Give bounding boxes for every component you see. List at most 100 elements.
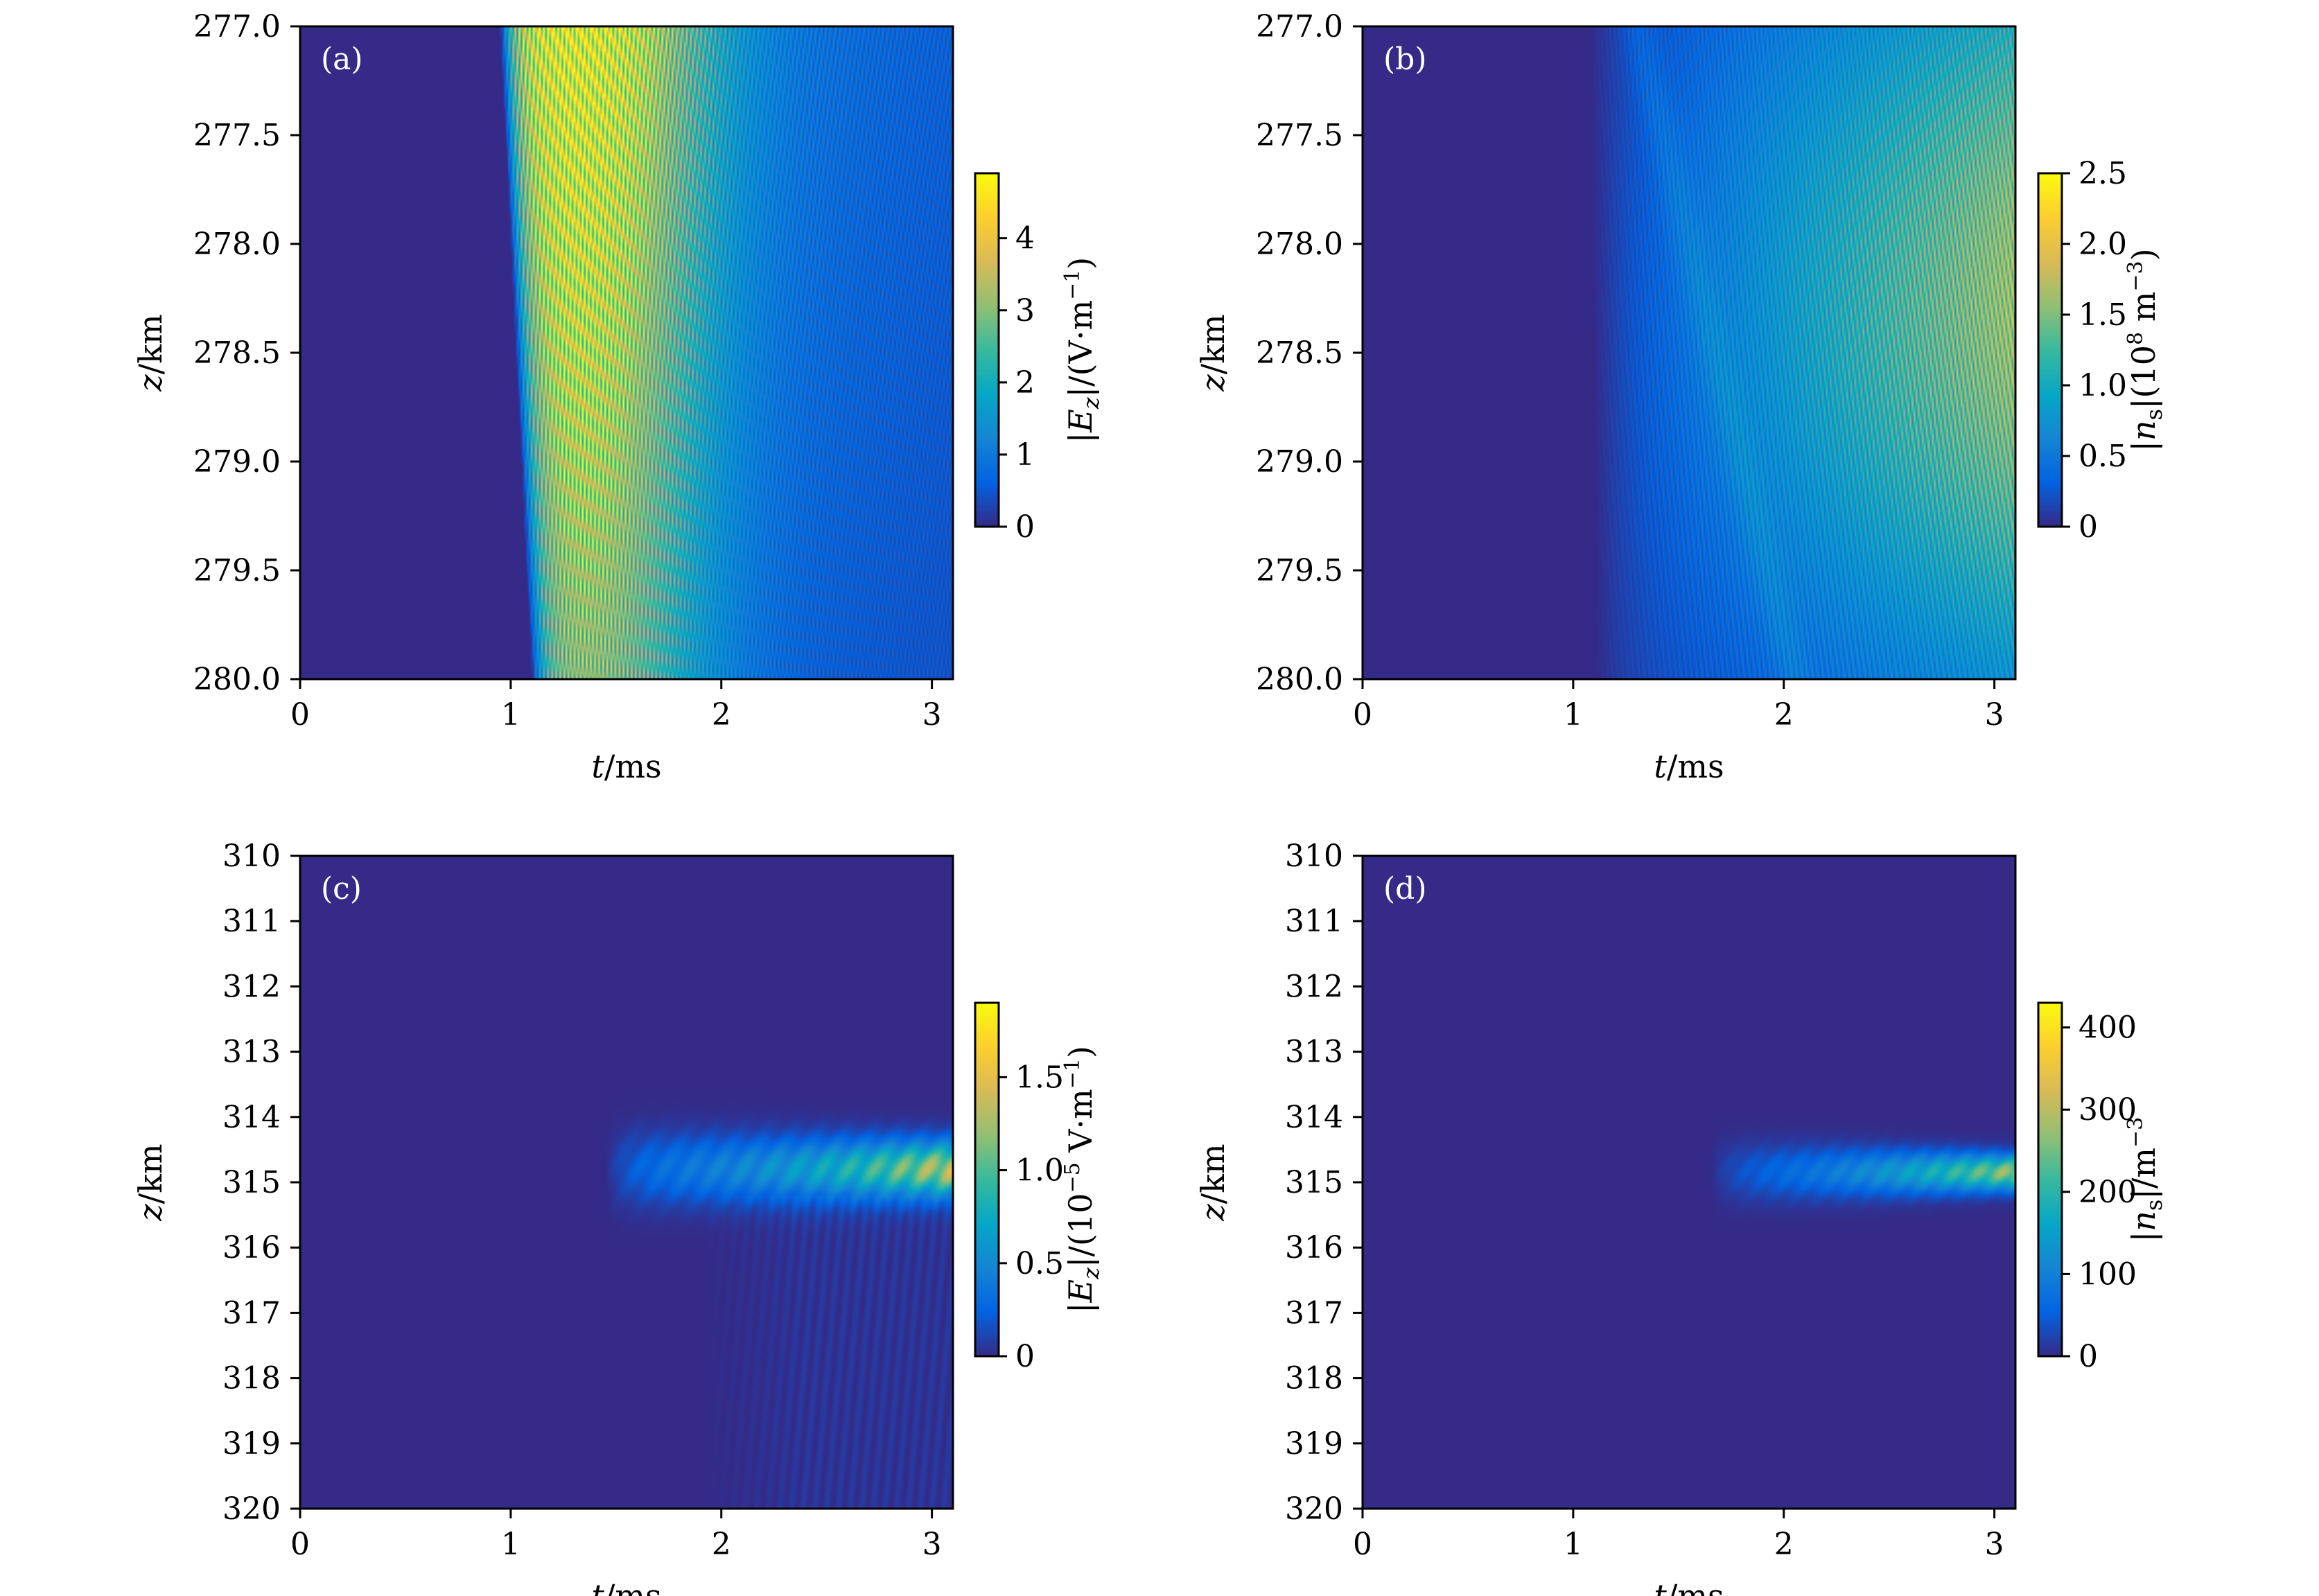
x-tick-label: 1 (501, 1527, 520, 1562)
x-axis-label: t/ms (1654, 1577, 1724, 1596)
x-axis-label: t/ms (1654, 748, 1724, 785)
y-tick-label: 312 (1285, 969, 1343, 1004)
y-tick-label: 310 (222, 839, 281, 874)
heatmap-image (300, 26, 953, 679)
colorbar-tick-label: 1.5 (1015, 1060, 1064, 1095)
y-tick-label: 279.5 (1256, 553, 1343, 588)
x-tick-label: 2 (712, 697, 731, 733)
y-tick-label: 277.5 (1256, 118, 1343, 153)
colorbar-label: |Ez|/(V·m−1) (1060, 257, 1104, 444)
panel-b: (b) 0 1 2 3 277.0 277.5 278.0 278.5 279.0 279.5 280… (1194, 9, 2167, 785)
x-tick-label: 0 (290, 697, 310, 733)
y-tick-label: 316 (222, 1230, 281, 1265)
y-tick-label: 318 (222, 1361, 281, 1396)
colorbar-tick-label: 300 (2079, 1092, 2137, 1128)
y-tick-label: 315 (1285, 1165, 1343, 1200)
y-tick-label: 317 (222, 1295, 281, 1331)
colorbar-label: |ns|(108 m−3) (2124, 248, 2167, 451)
x-tick-label: 0 (290, 1527, 310, 1562)
panel-c: (c) 0 1 2 3 310 311 312 313 314 315 316 317 318 319 320… (132, 839, 1104, 1596)
y-tick-label: 280.0 (193, 662, 281, 697)
y-tick-label: 279.0 (193, 444, 281, 480)
y-tick-label: 319 (1285, 1426, 1343, 1462)
colorbar-tick-label: 100 (2079, 1256, 2137, 1292)
y-axis-label: z/km (132, 1143, 169, 1221)
x-tick-label: 3 (922, 1527, 942, 1562)
colorbar-tick-label: 4 (1015, 221, 1035, 256)
y-tick-label: 280.0 (1256, 662, 1343, 697)
y-tick-label: 313 (222, 1035, 281, 1070)
x-tick-label: 3 (1985, 697, 2004, 733)
x-tick-label: 0 (1353, 1527, 1372, 1562)
y-tick-label: 320 (222, 1491, 281, 1527)
y-axis-label: z/km (1194, 1143, 1232, 1221)
y-tick-label: 311 (1285, 904, 1343, 939)
heatmap-image (300, 856, 953, 1509)
colorbar (974, 172, 1000, 528)
colorbar-label: |ns|/m−3 (2124, 1117, 2167, 1242)
y-tick-label: 278.0 (1256, 227, 1343, 262)
panel-label: (a) (321, 42, 363, 77)
y-tick-label: 315 (222, 1165, 281, 1200)
x-tick-label: 2 (1774, 697, 1794, 733)
colorbar-tick-label: 2 (1015, 365, 1035, 401)
colorbar-tick-label: 0.5 (2079, 439, 2127, 474)
y-tick-label: 314 (1285, 1100, 1343, 1135)
panel-d: (d) 0 1 2 3 310 311 312 313 314 315 316 317 318 319 320… (1194, 839, 2167, 1596)
y-tick-label: 278.0 (193, 227, 281, 262)
y-tick-label: 278.5 (1256, 335, 1343, 371)
colorbar-tick-label: 1.0 (2079, 368, 2127, 403)
x-axis-label: t/ms (591, 748, 661, 785)
colorbar-tick-label: 1.0 (1015, 1153, 1064, 1189)
x-tick-label: 2 (1774, 1527, 1794, 1562)
colorbar-tick-label: 1.5 (2079, 297, 2127, 333)
y-tick-label: 279.0 (1256, 444, 1343, 480)
y-tick-label: 311 (222, 904, 281, 939)
colorbar-label: |Ez|/(10−5 V·m−1) (1060, 1046, 1104, 1313)
x-tick-label: 1 (501, 697, 520, 733)
colorbar-tick-label: 0 (1015, 509, 1035, 545)
x-tick-label: 3 (1985, 1527, 2004, 1562)
y-tick-label: 312 (222, 969, 281, 1004)
colorbar (2037, 172, 2063, 528)
colorbar-tick-label: 0 (2079, 509, 2098, 545)
y-axis-label: z/km (132, 314, 169, 392)
x-tick-label: 1 (1564, 697, 1583, 733)
colorbar-tick-label: 0.5 (1015, 1246, 1064, 1281)
panel-label: (d) (1383, 871, 1427, 906)
heatmap-image (1363, 26, 2015, 679)
y-tick-label: 277.0 (1256, 9, 1343, 44)
colorbar-tick-label: 3 (1015, 293, 1035, 328)
y-tick-label: 313 (1285, 1035, 1343, 1070)
colorbar-tick-label: 0 (1015, 1339, 1035, 1374)
x-tick-label: 0 (1353, 697, 1372, 733)
colorbar (2037, 1001, 2063, 1358)
y-tick-label: 319 (222, 1426, 281, 1462)
y-tick-label: 279.5 (193, 553, 281, 588)
y-tick-label: 318 (1285, 1361, 1343, 1396)
y-tick-label: 314 (222, 1100, 281, 1135)
panel-a: (a) 0 1 2 3 277.0 277.5 278.0 278.5 279.0 279.5 280… (132, 9, 1104, 785)
panel-label: (c) (321, 871, 362, 906)
y-tick-label: 316 (1285, 1230, 1343, 1265)
colorbar-tick-label: 200 (2079, 1175, 2137, 1210)
x-tick-label: 3 (922, 697, 942, 733)
y-axis-label: z/km (1194, 314, 1232, 392)
heatmap-image (1363, 856, 2015, 1509)
panel-label: (b) (1383, 42, 1427, 77)
colorbar-tick-label: 0 (2079, 1339, 2098, 1374)
colorbar-tick-label: 2.5 (2079, 156, 2127, 191)
x-axis-label: t/ms (591, 1577, 661, 1596)
y-tick-label: 278.5 (193, 335, 281, 371)
y-tick-label: 317 (1285, 1295, 1343, 1331)
y-tick-label: 277.5 (193, 118, 281, 153)
colorbar (974, 1001, 1000, 1358)
colorbar-tick-label: 400 (2079, 1010, 2137, 1046)
x-tick-label: 2 (712, 1527, 731, 1562)
y-tick-label: 320 (1285, 1491, 1343, 1527)
y-tick-label: 310 (1285, 839, 1343, 874)
colorbar-tick-label: 1 (1015, 437, 1035, 473)
y-tick-label: 277.0 (193, 9, 281, 44)
x-tick-label: 1 (1564, 1527, 1583, 1562)
